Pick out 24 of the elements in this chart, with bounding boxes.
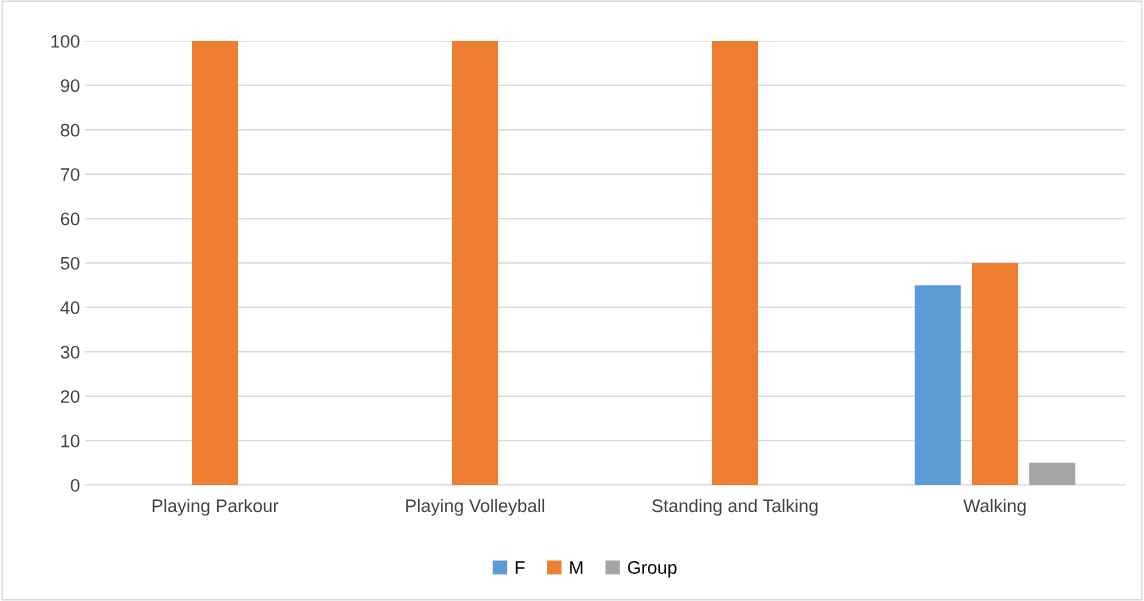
- y-tick-label: 50: [60, 256, 80, 270]
- bar: [914, 285, 961, 485]
- bar: [451, 41, 499, 485]
- y-tick-label: 70: [60, 168, 80, 181]
- y-tick-label: 30: [60, 345, 80, 359]
- x-tick-label: Standing and Talking: [652, 498, 818, 516]
- y-tick-label: 80: [60, 123, 80, 137]
- y-tick-label: 20: [60, 390, 80, 403]
- x-tick-label: Playing Parkour: [152, 498, 279, 516]
- bar: [971, 263, 1019, 485]
- legend-label: M: [570, 561, 583, 574]
- legend-label: F: [515, 561, 525, 574]
- x-tick-label: Playing Volleyball: [406, 498, 545, 516]
- y-tick-label: 100: [51, 34, 80, 48]
- bar: [191, 41, 239, 485]
- legend-label: Group: [628, 561, 677, 578]
- bar: [711, 41, 759, 485]
- y-tick-label: 60: [60, 212, 80, 226]
- y-tick-label: 10: [61, 434, 80, 448]
- bar: [1029, 462, 1076, 485]
- y-tick-label: 40: [60, 301, 80, 315]
- y-tick-label: 90: [60, 79, 80, 93]
- x-tick-label: Walking: [963, 498, 1026, 516]
- y-tick-label: 0: [70, 478, 80, 492]
